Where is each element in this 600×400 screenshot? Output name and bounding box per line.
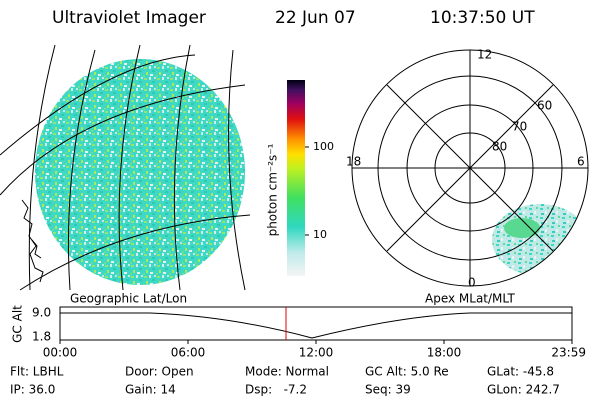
status-field: IP: 36.0	[10, 383, 55, 397]
status-field: Seq: 39	[365, 383, 411, 397]
mlt-label: 0	[468, 276, 476, 290]
instrument: Ultraviolet Imager	[52, 8, 206, 28]
colorbar-tick-label: 10	[313, 228, 327, 241]
colorbar-tick-label: 100	[313, 140, 334, 153]
alt-tick: 1.8	[32, 330, 51, 344]
status-field: Door: Open	[125, 365, 194, 379]
mlt-label: 18	[346, 155, 361, 169]
x-tick-label: 12:00	[299, 346, 334, 360]
geo-caption: Geographic Lat/Lon	[70, 292, 187, 306]
x-tick-label: 06:00	[171, 346, 206, 360]
geo-panel	[0, 44, 251, 291]
x-tick-label: 23:59	[551, 346, 586, 360]
status-field: Dsp: -7.2	[245, 383, 307, 397]
polar-panel	[351, 49, 589, 287]
mlt-label: 6	[577, 155, 585, 169]
aurora-image	[35, 59, 245, 285]
alt-tick: 9.0	[32, 306, 51, 320]
x-tick-label: 00:00	[43, 346, 78, 360]
status-field: GLon: 242.7	[487, 383, 560, 397]
colorbar	[287, 80, 305, 276]
time: 10:37:50 UT	[430, 8, 535, 28]
colorbar-label: photon cm⁻²s⁻¹	[266, 143, 280, 236]
mlt-label: 12	[477, 48, 492, 62]
status-field: Mode: Normal	[245, 365, 329, 379]
x-tick-label: 18:00	[427, 346, 462, 360]
lat-label: 80	[492, 140, 507, 154]
lat-label: 60	[537, 99, 552, 113]
status-field: GC Alt: 5.0 Re	[365, 365, 449, 379]
status-field: Gain: 14	[125, 383, 176, 397]
status-field: GLat: -45.8	[487, 365, 554, 379]
altitude-plot	[59, 306, 573, 341]
alt-label: GC Alt	[11, 305, 25, 343]
lat-label: 70	[512, 120, 527, 134]
status-field: Flt: LBHL	[10, 365, 64, 379]
apex-caption: Apex MLat/MLT	[425, 292, 515, 306]
date: 22 Jun 07	[275, 8, 356, 28]
